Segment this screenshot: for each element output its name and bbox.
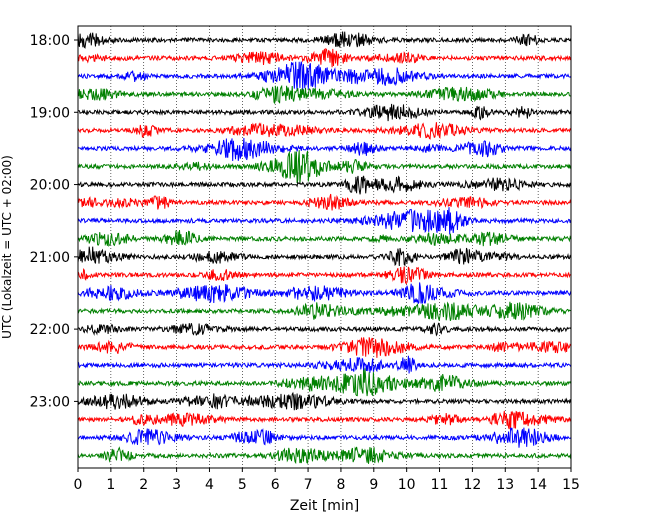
seismic-trace [77, 207, 572, 235]
seismic-trace [77, 61, 572, 91]
x-tick-label: 10 [398, 477, 416, 493]
seismic-trace [77, 301, 571, 322]
x-tick-label: 9 [369, 477, 378, 493]
x-tick-label: 8 [336, 477, 345, 493]
x-tick-label: 2 [139, 477, 148, 493]
seismic-trace [77, 322, 572, 337]
seismic-trace [77, 410, 572, 430]
seismic-trace [77, 427, 572, 448]
x-tick-label: 0 [74, 477, 83, 493]
seismic-trace [77, 122, 572, 140]
y-tick-label: 21:00 [30, 250, 70, 266]
y-axis-label: UTC (Lokalzeit = UTC + 02:00) [0, 155, 14, 339]
seismic-trace [77, 137, 572, 161]
x-tick-label: 3 [172, 477, 181, 493]
seismic-trace [77, 193, 572, 211]
seismic-trace [77, 266, 571, 285]
seismic-traces [77, 31, 572, 465]
x-axis-label: Zeit [min] [290, 498, 359, 514]
x-tick-label: 6 [271, 477, 280, 493]
seismic-trace [77, 31, 572, 49]
y-tick-label: 19:00 [30, 105, 70, 121]
seismic-trace [77, 368, 572, 397]
x-tick-label: 1 [106, 477, 115, 493]
seismic-trace [77, 246, 572, 267]
y-tick-label: 23:00 [30, 394, 70, 410]
seismic-trace [77, 150, 572, 184]
seismic-trace [77, 47, 572, 68]
seismic-trace [77, 229, 572, 247]
x-tick-label: 15 [562, 477, 580, 493]
x-tick-label: 12 [463, 477, 481, 493]
y-tick-label: 18:00 [30, 33, 70, 49]
seismic-trace [77, 282, 572, 305]
x-tick-label: 13 [496, 477, 514, 493]
seismic-trace [77, 175, 572, 195]
y-tick-label: 20:00 [30, 178, 70, 194]
seismic-trace [77, 84, 571, 104]
x-tick-label: 5 [238, 477, 247, 493]
x-tick-label: 11 [431, 477, 449, 493]
x-axis-ticks: 0 1 2 3 4 5 6 7 8 9 10 11 12 13 14 15 [74, 468, 580, 493]
x-tick-label: 7 [304, 477, 313, 493]
seismic-trace [77, 391, 572, 411]
plot-frame [77, 25, 572, 469]
x-tick-label: 14 [529, 477, 547, 493]
seismic-trace [77, 337, 572, 358]
x-tick-label: 4 [205, 477, 214, 493]
seismic-trace [77, 355, 572, 374]
seismic-trace [77, 103, 572, 122]
seismic-trace [77, 446, 572, 465]
y-axis-ticks: 18:00 19:00 20:00 21:00 22:00 23:00 [30, 33, 78, 410]
y-tick-label: 22:00 [30, 322, 70, 338]
